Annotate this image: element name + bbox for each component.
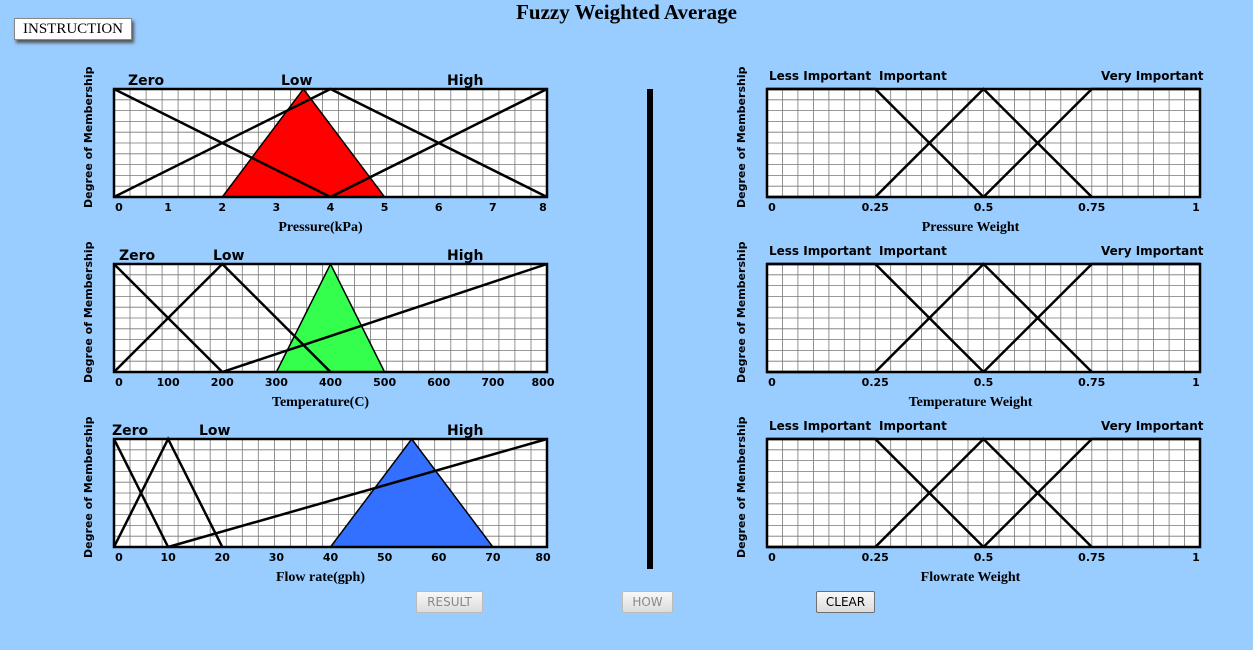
tick-label: 0: [768, 551, 776, 564]
tick-label: 0.25: [861, 201, 889, 214]
set-label-zero: Zero: [119, 248, 156, 264]
tick-label: 0.25: [861, 551, 889, 564]
chart-plot-area: [765, 262, 1202, 374]
tick-label: 1: [1192, 376, 1200, 389]
set-label-low: Low: [199, 423, 231, 439]
chart-plot-area: [112, 262, 549, 374]
chart-border: [112, 87, 549, 199]
input-chart: [112, 262, 549, 374]
tick-label: 800: [531, 376, 555, 389]
chart-plot-area: [765, 87, 1202, 199]
instruction-button[interactable]: INSTRUCTION: [14, 18, 132, 40]
set-label-high: High: [447, 423, 484, 439]
tick-label: 60: [431, 551, 447, 564]
tick-label: 600: [427, 376, 451, 389]
x-axis-label: Flow rate(gph): [275, 570, 366, 585]
set-label-very-important: Very Important: [1101, 419, 1204, 433]
chart-border: [765, 87, 1202, 199]
y-axis-label: Degree of Membership: [82, 416, 95, 558]
set-label-important: Important: [879, 244, 947, 258]
membership-high: [329, 87, 548, 199]
weight-chart: [765, 87, 1202, 199]
set-label-zero: Zero: [128, 73, 165, 89]
tick-label: 200: [210, 376, 234, 389]
tick-label: 8: [539, 201, 547, 214]
tick-label: 0.25: [861, 376, 889, 389]
tick-label: 3: [272, 201, 281, 214]
x-axis-label: Flowrate Weight: [920, 570, 1021, 585]
set-label-high: High: [447, 248, 484, 264]
tick-label: 0.75: [1078, 376, 1106, 389]
tick-label: 300: [264, 376, 288, 389]
set-label-low: Low: [213, 248, 245, 264]
tick-label: 0.5: [973, 376, 994, 389]
tick-label: 0: [115, 376, 123, 389]
page-title: Fuzzy Weighted Average: [516, 0, 737, 24]
set-label-less-important: Less Important: [769, 244, 872, 258]
how-button[interactable]: HOW: [622, 591, 673, 613]
tick-label: 100: [156, 376, 180, 389]
chart-border: [765, 262, 1202, 374]
tick-label: 20: [214, 551, 230, 564]
chart-border: [112, 437, 549, 549]
tick-label: 5: [380, 201, 389, 214]
set-label-very-important: Very Important: [1101, 69, 1204, 83]
tick-label: 0.75: [1078, 551, 1106, 564]
weight-chart: [765, 437, 1202, 549]
tick-label: 70: [485, 551, 501, 564]
tick-label: 700: [481, 376, 505, 389]
tick-label: 7: [489, 201, 497, 214]
chart-plot-area: [112, 87, 549, 199]
tick-label: 500: [373, 376, 397, 389]
tick-label: 1: [1192, 551, 1200, 564]
tick-label: 0: [768, 376, 776, 389]
result-button[interactable]: RESULT: [416, 591, 483, 613]
tick-label: 80: [535, 551, 551, 564]
tick-label: 40: [322, 551, 339, 564]
set-label-zero: Zero: [112, 423, 149, 439]
tick-label: 0.5: [973, 201, 994, 214]
membership-high: [167, 437, 548, 549]
set-label-less-important: Less Important: [769, 69, 872, 83]
y-axis-label: Degree of Membership: [735, 416, 748, 558]
membership-high: [221, 262, 548, 374]
set-label-high: High: [447, 73, 484, 89]
tick-label: 30: [268, 551, 285, 564]
tick-label: 0.75: [1078, 201, 1106, 214]
tick-label: 400: [319, 376, 342, 389]
input-chart: [112, 436, 549, 549]
weight-chart: [765, 262, 1202, 374]
chart-border: [112, 262, 549, 374]
tick-label: 0: [768, 201, 776, 214]
set-label-less-important: Less Important: [769, 419, 872, 433]
chart-border: [765, 437, 1202, 549]
chart-plot-area: [112, 436, 549, 549]
tick-label: 0.5: [973, 551, 994, 564]
set-label-very-important: Very Important: [1101, 244, 1204, 258]
tick-label: 50: [376, 551, 393, 564]
x-axis-label: Pressure(kPa): [278, 220, 363, 235]
input-chart: [112, 87, 549, 199]
set-label-important: Important: [879, 419, 947, 433]
panel-divider: [647, 89, 653, 569]
x-axis-label: Pressure Weight: [921, 220, 1020, 235]
tick-label: 4: [326, 201, 335, 214]
tick-label: 2: [218, 201, 227, 214]
x-axis-label: Temperature Weight: [908, 395, 1033, 410]
set-label-low: Low: [281, 73, 313, 89]
tick-label: 10: [160, 551, 176, 564]
tick-label: 6: [434, 201, 443, 214]
y-axis-label: Degree of Membership: [82, 66, 95, 208]
clear-button[interactable]: CLEAR: [816, 591, 875, 613]
y-axis-label: Degree of Membership: [735, 241, 748, 383]
y-axis-label: Degree of Membership: [82, 241, 95, 383]
y-axis-label: Degree of Membership: [735, 66, 748, 208]
chart-plot-area: [765, 437, 1202, 549]
tick-label: 0: [115, 201, 123, 214]
tick-label: 1: [1192, 201, 1200, 214]
tick-label: 0: [115, 551, 123, 564]
tick-label: 1: [164, 201, 172, 214]
x-axis-label: Temperature(C): [271, 395, 370, 410]
set-label-important: Important: [879, 69, 947, 83]
